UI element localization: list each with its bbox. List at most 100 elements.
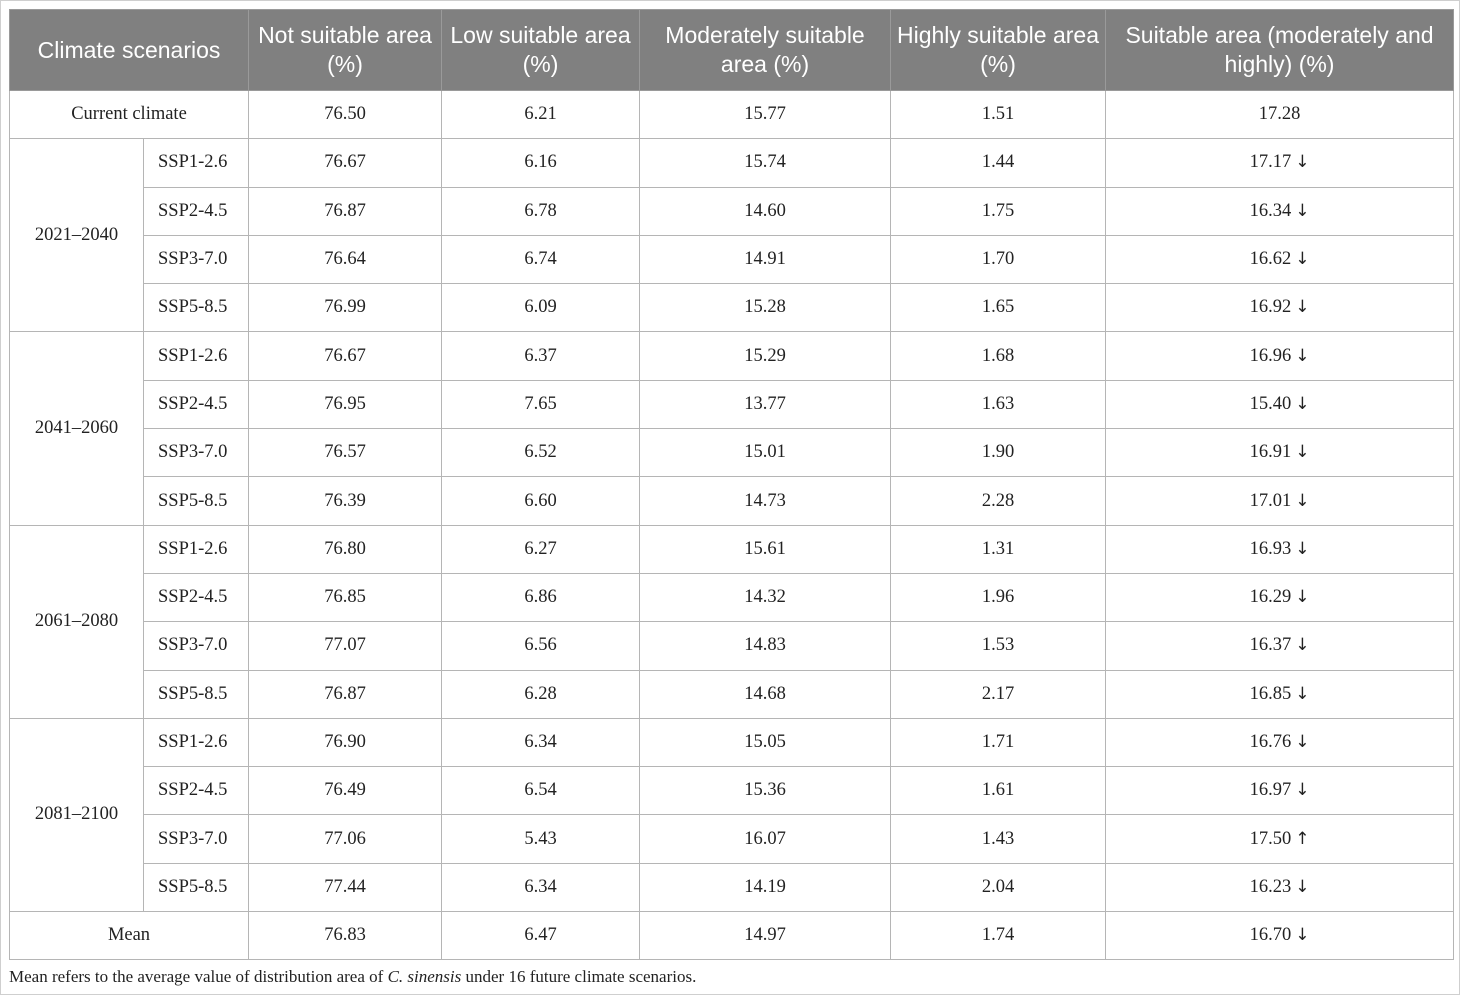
trend-arrow-icon: ↓ — [1295, 780, 1310, 801]
scenario-label: SSP3-7.0 — [142, 428, 250, 478]
scenario-row: SSP3-7.0 76.64 6.74 14.91 1.70 16.62 ↓ — [10, 234, 1455, 285]
not-suitable-cell: 77.06 — [248, 814, 443, 864]
trend-arrow-icon: ↓ — [1295, 297, 1310, 318]
highly-suitable-cell: 2.28 — [890, 476, 1107, 526]
suitable-area-value: 16.70 — [1249, 925, 1292, 946]
highly-suitable-cell: 1.96 — [890, 572, 1107, 623]
suitable-area-cell: 17.28 — [1105, 89, 1455, 140]
moderately-suitable-cell: 14.68 — [639, 669, 892, 719]
highly-suitable-cell: 1.71 — [890, 717, 1107, 768]
scenario-label: SSP3-7.0 — [142, 814, 250, 864]
trend-arrow-icon: ↓ — [1295, 442, 1310, 463]
trend-arrow-icon: ↓ — [1295, 635, 1310, 656]
suitable-area-value: 16.37 — [1249, 635, 1292, 656]
moderately-suitable-cell: 15.74 — [639, 138, 892, 188]
moderately-suitable-cell: 14.91 — [639, 234, 892, 285]
trend-arrow-icon: ↓ — [1295, 538, 1310, 559]
low-suitable-cell: 6.54 — [441, 766, 641, 816]
suitable-area-cell: 16.70 ↓ — [1105, 911, 1455, 961]
moderately-suitable-cell: 15.01 — [639, 428, 892, 478]
scenario-label: SSP2-4.5 — [142, 379, 250, 430]
low-suitable-cell: 6.34 — [441, 862, 641, 913]
header-low-suitable: Low suitable area (%) — [441, 9, 641, 91]
footnote-text: Mean refers to the average value of dist… — [9, 967, 388, 986]
highly-suitable-cell: 1.90 — [890, 428, 1107, 478]
low-suitable-cell: 6.56 — [441, 621, 641, 671]
scenario-row: SSP5-8.5 77.44 6.34 14.19 2.04 16.23 ↓ — [10, 862, 1455, 913]
not-suitable-cell: 76.49 — [248, 766, 443, 816]
highly-suitable-cell: 1.44 — [890, 138, 1107, 188]
scenario-row: SSP2-4.5 76.87 6.78 14.60 1.75 16.34 ↓ — [10, 186, 1455, 236]
trend-arrow-icon: ↑ — [1295, 828, 1310, 849]
current-climate-row: Current climate 76.50 6.21 15.77 1.51 17… — [8, 89, 1455, 140]
not-suitable-cell: 76.99 — [248, 283, 443, 333]
moderately-suitable-cell: 14.19 — [639, 862, 892, 913]
low-suitable-cell: 6.37 — [441, 331, 641, 381]
moderately-suitable-cell: 14.60 — [639, 186, 892, 236]
scenario-label: SSP3-7.0 — [142, 621, 250, 671]
low-suitable-cell: 6.09 — [441, 283, 641, 333]
suitable-area-value: 16.34 — [1249, 200, 1292, 221]
suitable-area-value: 16.93 — [1249, 538, 1292, 559]
header-climate-scenarios: Climate scenarios — [8, 9, 250, 91]
not-suitable-cell: 77.07 — [248, 621, 443, 671]
suitable-area-cell: 16.29 ↓ — [1105, 572, 1455, 623]
trend-arrow-icon: ↓ — [1295, 683, 1310, 704]
low-suitable-cell: 5.43 — [441, 814, 641, 864]
moderately-suitable-cell: 15.77 — [639, 89, 892, 140]
suitable-area-value: 16.62 — [1249, 249, 1292, 270]
low-suitable-cell: 6.74 — [441, 234, 641, 285]
suitable-area-cell: 17.01 ↓ — [1105, 476, 1455, 526]
highly-suitable-cell: 1.70 — [890, 234, 1107, 285]
moderately-suitable-cell: 16.07 — [639, 814, 892, 864]
moderately-suitable-cell: 14.97 — [639, 911, 892, 961]
header-moderately-suitable: Moderately suitable area (%) — [639, 9, 892, 91]
trend-arrow-icon: ↓ — [1295, 732, 1310, 752]
scenario-row: SSP5-8.5 76.39 6.60 14.73 2.28 17.01 ↓ — [10, 476, 1455, 526]
suitable-area-value: 16.91 — [1249, 442, 1292, 463]
suitable-area-cell: 16.85 ↓ — [1105, 669, 1455, 719]
suitable-area-cell: 15.40 ↓ — [1105, 379, 1455, 430]
scenario-row: SSP2-4.5 76.95 7.65 13.77 1.63 15.40 ↓ — [10, 379, 1455, 430]
species-name: C. sinensis — [387, 967, 462, 986]
mean-row: Mean 76.83 6.47 14.97 1.74 16.70 ↓ — [8, 911, 1455, 961]
period-label: 2041–2060 — [9, 331, 144, 526]
not-suitable-cell: 76.57 — [248, 428, 443, 478]
trend-arrow-icon: ↓ — [1295, 925, 1310, 946]
scenario-label: SSP2-4.5 — [142, 766, 250, 816]
highly-suitable-cell: 2.04 — [890, 862, 1107, 913]
scenario-row: 2081–2100 SSP1-2.6 76.90 6.34 15.05 1.71 16.76… — [9, 717, 1455, 913]
scenario-row: SSP2-4.5 76.85 6.86 14.32 1.96 16.29 ↓ — [10, 572, 1455, 623]
not-suitable-cell: 76.80 — [248, 524, 443, 574]
not-suitable-cell: 76.83 — [248, 911, 443, 961]
suitable-area-value: 16.76 — [1249, 732, 1292, 752]
not-suitable-cell: 76.39 — [248, 476, 443, 526]
moderately-suitable-cell: 15.36 — [639, 766, 892, 816]
scenario-row: 2021–2040 SSP1-2.6 76.67 6.16 15.74 1.44 17.17… — [9, 138, 1455, 333]
not-suitable-cell: 76.85 — [248, 572, 443, 623]
suitable-area-cell: 16.37 ↓ — [1105, 621, 1455, 671]
suitable-area-value: 17.17 — [1249, 152, 1292, 173]
suitable-area-cell: 17.17 ↓ — [1105, 138, 1455, 188]
highly-suitable-cell: 1.68 — [890, 331, 1107, 381]
suitable-area-cell: 17.50 ↑ — [1105, 814, 1455, 864]
suitable-area-cell: 16.62 ↓ — [1105, 234, 1455, 285]
scenario-row: 2041–2060 SSP1-2.6 76.67 6.37 15.29 1.68 16.96… — [9, 331, 1455, 526]
suitable-area-value: 17.50 — [1249, 828, 1292, 849]
scenario-label: SSP5-8.5 — [142, 476, 250, 526]
low-suitable-cell: 6.16 — [441, 138, 641, 188]
scenario-row: SSP3-7.0 76.57 6.52 15.01 1.90 16.91 ↓ — [10, 428, 1455, 478]
row-label: Mean — [8, 911, 250, 961]
suitable-area-cell: 16.97 ↓ — [1105, 766, 1455, 816]
scenario-label: SSP1-2.6 — [142, 331, 250, 381]
trend-arrow-icon: ↓ — [1295, 393, 1310, 414]
low-suitable-cell: 6.21 — [441, 89, 641, 140]
row-label: Current climate — [8, 89, 250, 140]
scenario-row: SSP5-8.5 76.99 6.09 15.28 1.65 16.92 ↓ — [10, 283, 1455, 333]
highly-suitable-cell: 1.75 — [890, 186, 1107, 236]
not-suitable-cell: 76.87 — [248, 669, 443, 719]
suitable-area-value: 16.97 — [1249, 780, 1292, 801]
moderately-suitable-cell: 15.05 — [639, 717, 892, 768]
scenario-label: SSP2-4.5 — [142, 572, 250, 623]
